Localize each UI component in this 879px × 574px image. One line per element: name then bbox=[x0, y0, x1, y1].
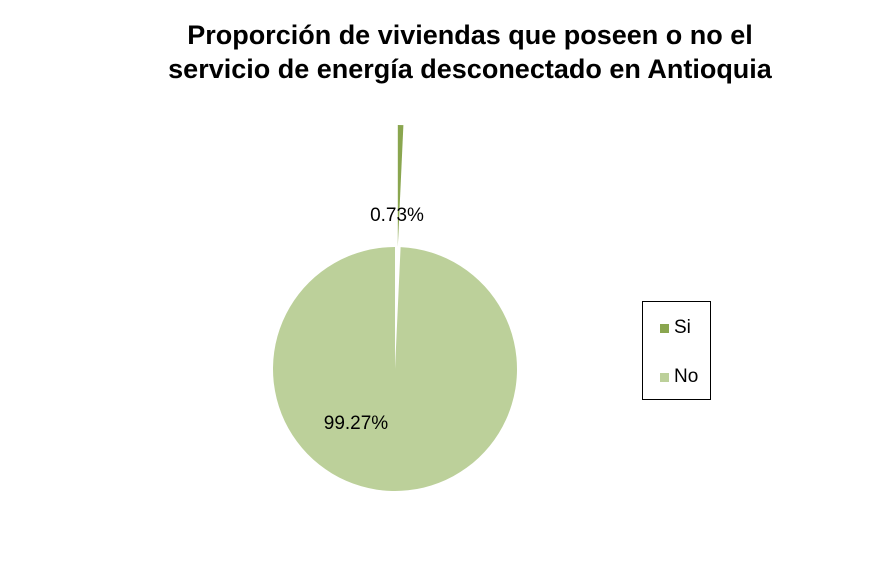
legend-item-si: Si bbox=[660, 317, 691, 339]
chart-title-line-1: Proporción de viviendas que poseen o no … bbox=[187, 20, 753, 50]
data-label-no: 99.27% bbox=[324, 413, 389, 434]
legend-swatch-no bbox=[660, 372, 669, 382]
pie-slices bbox=[273, 125, 518, 491]
pie-slice-si bbox=[397, 125, 404, 248]
legend-item-no: No bbox=[660, 366, 698, 388]
pie-slice-no bbox=[273, 246, 518, 491]
legend: Si No bbox=[642, 301, 711, 400]
data-label-si: 0.73% bbox=[370, 205, 424, 226]
legend-label-no: No bbox=[674, 366, 699, 387]
legend-label-si: Si bbox=[674, 317, 691, 338]
legend-swatch-si bbox=[660, 323, 669, 333]
chart-title: Proporción de viviendas que poseen o no … bbox=[120, 18, 820, 86]
chart-title-line-2: servicio de energía desconectado en Anti… bbox=[168, 54, 772, 84]
